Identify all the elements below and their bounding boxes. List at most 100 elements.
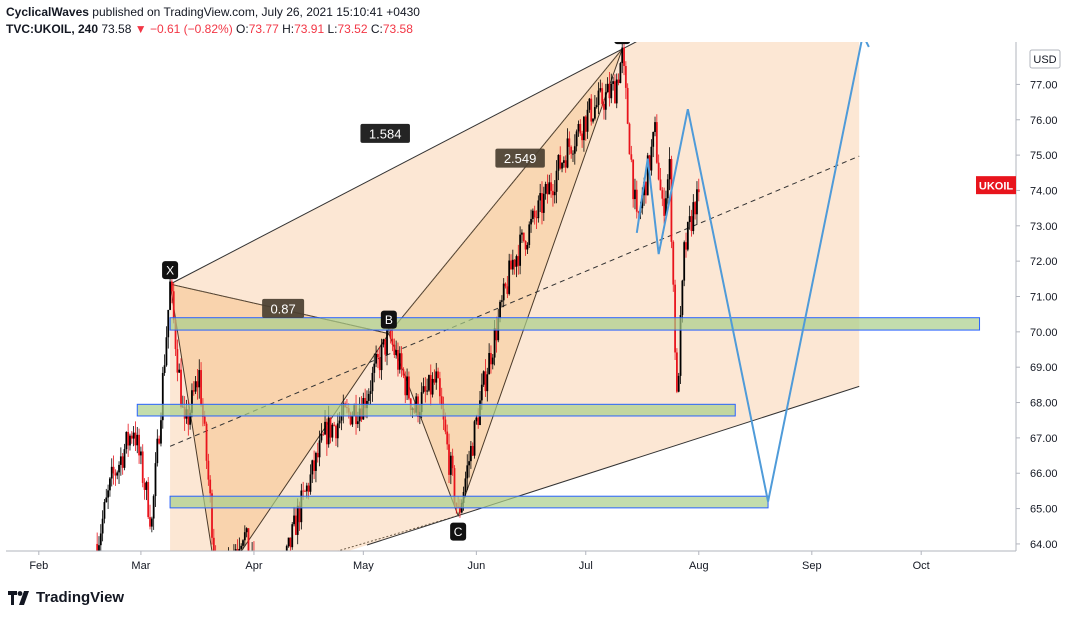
price-chart[interactable]: 1.584 2.549 0.87 X B C D 64.00 65.00 66.00 67.00 68… <box>6 42 1070 582</box>
candle-body <box>373 363 376 373</box>
price-badge-bg <box>976 176 1016 195</box>
candle-body <box>444 419 447 432</box>
candle-body <box>624 65 627 88</box>
candle <box>619 61 622 84</box>
projection-arrow-icon <box>865 42 870 48</box>
candle-body <box>584 116 587 132</box>
currency-label: USD <box>1029 49 1061 69</box>
candle <box>535 210 538 230</box>
candle <box>212 528 215 551</box>
close-label: C: <box>370 22 383 36</box>
candle <box>480 373 483 410</box>
candle <box>284 550 286 551</box>
ratio-label: 2.549 <box>495 148 545 168</box>
candle-body <box>670 159 673 242</box>
candle-body <box>502 283 505 301</box>
candle <box>655 114 658 164</box>
ratio-label-text: 0.87 <box>270 301 295 316</box>
candle <box>604 83 607 120</box>
candle <box>555 160 558 204</box>
x-tick-label: Jun <box>467 560 485 572</box>
candle-body <box>566 138 569 168</box>
candle <box>610 73 613 104</box>
candle-body <box>336 423 339 439</box>
author-name[interactable]: CyclicalWaves <box>6 5 89 19</box>
candle-body <box>619 63 622 84</box>
candle-body <box>408 376 410 399</box>
candle <box>398 346 401 374</box>
candle <box>369 380 372 405</box>
candle-body <box>688 216 691 223</box>
candle-body <box>581 133 584 141</box>
ratio-label-bg <box>262 298 305 318</box>
candle-body <box>291 524 294 548</box>
candle <box>546 174 549 204</box>
candle-body <box>404 375 407 396</box>
candle-body <box>599 88 602 91</box>
candle-body <box>156 438 159 464</box>
candle-body <box>316 452 319 458</box>
candle <box>652 131 655 158</box>
price-change: −0.61 (−0.82%) <box>149 22 233 36</box>
candle-body <box>130 435 133 439</box>
candle <box>599 79 602 93</box>
candle-body <box>573 146 576 154</box>
candle-body <box>677 375 680 392</box>
candle-body <box>654 122 656 132</box>
channel-mid-line <box>169 155 860 447</box>
candle-body <box>533 210 536 218</box>
candle <box>621 42 624 74</box>
currency-label-text: USD <box>1033 54 1056 66</box>
down-arrow-icon: ▼ <box>134 22 147 36</box>
chart-area[interactable]: 1.584 2.549 0.87 X B C D 64.00 65.00 66.00 67.00 68… <box>6 42 1070 582</box>
candle-body <box>233 552 235 562</box>
candle <box>437 367 439 379</box>
x-tick-label: Mar <box>131 560 150 572</box>
candle <box>222 555 224 582</box>
candle <box>557 154 560 181</box>
candle <box>608 71 611 107</box>
pattern-point-x: X <box>162 261 179 280</box>
candle <box>251 542 253 551</box>
candle <box>597 82 600 115</box>
candle <box>431 372 434 398</box>
candle-body <box>315 452 317 471</box>
candle-body <box>107 490 109 498</box>
candle <box>194 376 197 395</box>
candle-body <box>449 455 452 475</box>
candle-body <box>608 83 611 99</box>
y-tick-label: 77.00 <box>1030 79 1058 91</box>
candle-body <box>637 211 640 213</box>
candle-body <box>163 365 166 373</box>
y-tick-label: 73.00 <box>1030 221 1058 233</box>
pattern-point-bg <box>162 261 179 280</box>
candle-body <box>568 138 571 147</box>
candle <box>471 442 474 457</box>
candle <box>160 412 162 447</box>
candle-body <box>428 375 430 391</box>
candle-body <box>546 183 549 195</box>
candle <box>663 187 666 224</box>
candle-body <box>592 118 594 122</box>
candle <box>552 184 554 207</box>
candle-body <box>140 451 142 456</box>
low-value: 73.52 <box>337 22 368 36</box>
candle <box>426 378 429 396</box>
candle-body <box>510 260 512 270</box>
candle <box>138 428 140 464</box>
candle-body <box>402 369 405 376</box>
candle-body <box>604 92 607 110</box>
candle <box>559 146 562 170</box>
candle-body <box>178 369 181 373</box>
candle-body <box>380 344 383 371</box>
symbol-label[interactable]: TVC:UKOIL, 240 <box>6 22 99 36</box>
candle-body <box>141 451 144 483</box>
candle <box>112 455 115 485</box>
candle-body <box>280 574 282 581</box>
candle-body <box>697 189 700 193</box>
candle-body <box>575 131 578 147</box>
projection-path <box>635 42 863 502</box>
candle-body <box>242 540 244 546</box>
candle-body <box>171 281 173 292</box>
tradingview-logo-icon <box>8 590 29 605</box>
